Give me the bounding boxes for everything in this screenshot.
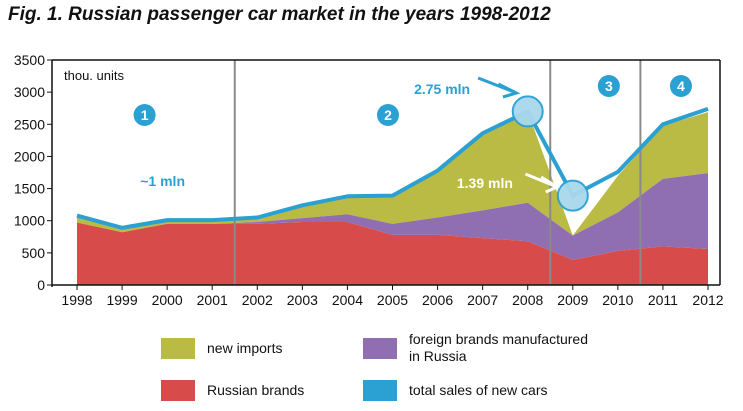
legend-swatch-total-sales xyxy=(363,380,397,401)
peak-2008-marker xyxy=(511,95,544,128)
y-tick-label: 1500 xyxy=(14,181,45,197)
y-tick-label: 500 xyxy=(22,245,46,261)
x-tick-label: 2008 xyxy=(512,292,543,308)
period-badge-1 xyxy=(133,104,156,126)
y-tick-label: 3000 xyxy=(14,84,45,100)
period-badge-label-2: 2 xyxy=(384,107,392,123)
x-tick-label: 2000 xyxy=(152,292,183,308)
x-tick-label: 2009 xyxy=(557,292,588,308)
y-tick-label: 3500 xyxy=(14,52,45,68)
period-badge-label-3: 3 xyxy=(605,78,613,94)
legend-label-total-sales: total sales of new cars xyxy=(409,382,548,398)
x-tick-label: 2006 xyxy=(422,292,453,308)
y-tick-label: 0 xyxy=(37,277,45,293)
x-tick-label: 2002 xyxy=(242,292,273,308)
annotation-1-39-arrowhead xyxy=(540,175,561,194)
annotation-1-mln: ~1 mln xyxy=(140,173,185,189)
x-tick-label: 2001 xyxy=(197,292,228,308)
y-tick-label: 2500 xyxy=(14,116,45,132)
legend-label-foreign-brands-russia: foreign brands manufactured in Russia xyxy=(409,331,588,364)
figure-title: Fig. 1. Russian passenger car market in … xyxy=(8,4,551,25)
annotation-2-75-mln: 2.75 mln xyxy=(414,81,470,97)
period-badge-label-1: 1 xyxy=(141,107,149,123)
x-tick-label: 2007 xyxy=(467,292,498,308)
legend-swatch-russian-brands xyxy=(161,380,195,401)
y-axis-unit-label: thou. units xyxy=(64,68,124,83)
legend-swatch-foreign-brands-russia xyxy=(363,338,397,359)
total-sales-line xyxy=(76,107,709,230)
x-tick-label: 1999 xyxy=(106,292,137,308)
period-badge-3 xyxy=(597,75,620,97)
y-tick-label: 1000 xyxy=(14,213,45,229)
period-badge-2 xyxy=(376,104,399,126)
x-tick-label: 2011 xyxy=(648,292,678,308)
dip-2009-marker xyxy=(556,179,589,212)
period-badge-4 xyxy=(669,75,692,97)
legend-swatch-new-imports xyxy=(161,338,195,359)
legend-label-russian-brands: Russian brands xyxy=(207,382,305,398)
x-tick-label: 2005 xyxy=(377,292,408,308)
y-tick-label: 2000 xyxy=(14,148,45,164)
x-tick-label: 2012 xyxy=(692,292,723,308)
annotation-1-39-mln: 1.39 mln xyxy=(457,175,513,191)
legend-label-new-imports: new imports xyxy=(207,340,283,356)
annotation-2-75-arrowhead xyxy=(497,82,521,99)
period-badge-label-4: 4 xyxy=(677,78,685,94)
x-tick-label: 2004 xyxy=(332,292,363,308)
x-tick-label: 2003 xyxy=(287,292,318,308)
x-tick-label: 2010 xyxy=(602,292,633,308)
x-tick-label: 1998 xyxy=(61,292,92,308)
